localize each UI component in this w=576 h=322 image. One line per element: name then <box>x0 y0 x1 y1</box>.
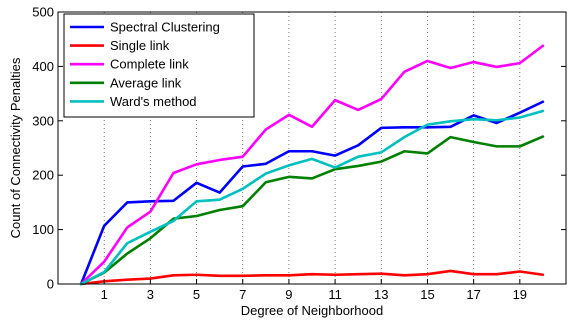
x-tick-label: 17 <box>466 287 480 302</box>
y-axis-label: Count of Connectivity Penalties <box>8 57 23 238</box>
legend-entry-label: Average link <box>110 75 182 90</box>
series-line-4 <box>79 109 545 286</box>
y-axis-ticks: 0 100 200 300 400 500 <box>32 5 566 292</box>
x-tick-label: 13 <box>374 287 388 302</box>
legend-entry-label: Spectral Clustering <box>110 20 220 35</box>
y-tick-label: 0 <box>47 277 54 292</box>
x-tick-label: 15 <box>420 287 434 302</box>
series-line-3 <box>79 135 545 286</box>
y-tick-label: 100 <box>32 222 54 237</box>
legend-entry-label: Ward's method <box>110 94 197 109</box>
x-tick-label: 1 <box>101 287 108 302</box>
legend-entry-label: Single link <box>110 38 170 53</box>
y-tick-label: 300 <box>32 113 54 128</box>
x-tick-label: 11 <box>328 287 342 302</box>
legend-entry-label: Complete link <box>110 57 189 72</box>
x-tick-label: 9 <box>285 287 292 302</box>
x-tick-label: 5 <box>193 287 200 302</box>
series-line-1 <box>79 269 545 286</box>
x-tick-label: 3 <box>147 287 154 302</box>
y-tick-label: 500 <box>32 5 54 20</box>
series-lines <box>79 44 545 286</box>
x-tick-label: 7 <box>239 287 246 302</box>
grid-lines <box>103 12 521 284</box>
x-axis-ticks: 1 3 5 7 9 11 13 15 17 19 <box>101 279 527 302</box>
x-axis-label: Degree of Neighborhood <box>241 303 383 318</box>
y-tick-label: 200 <box>32 168 54 183</box>
y-tick-label: 400 <box>32 59 54 74</box>
x-tick-label: 19 <box>513 287 527 302</box>
legend: Spectral Clustering Single link Complete l… <box>63 13 255 118</box>
series-line-2 <box>79 44 545 286</box>
plot-frame <box>57 11 567 285</box>
